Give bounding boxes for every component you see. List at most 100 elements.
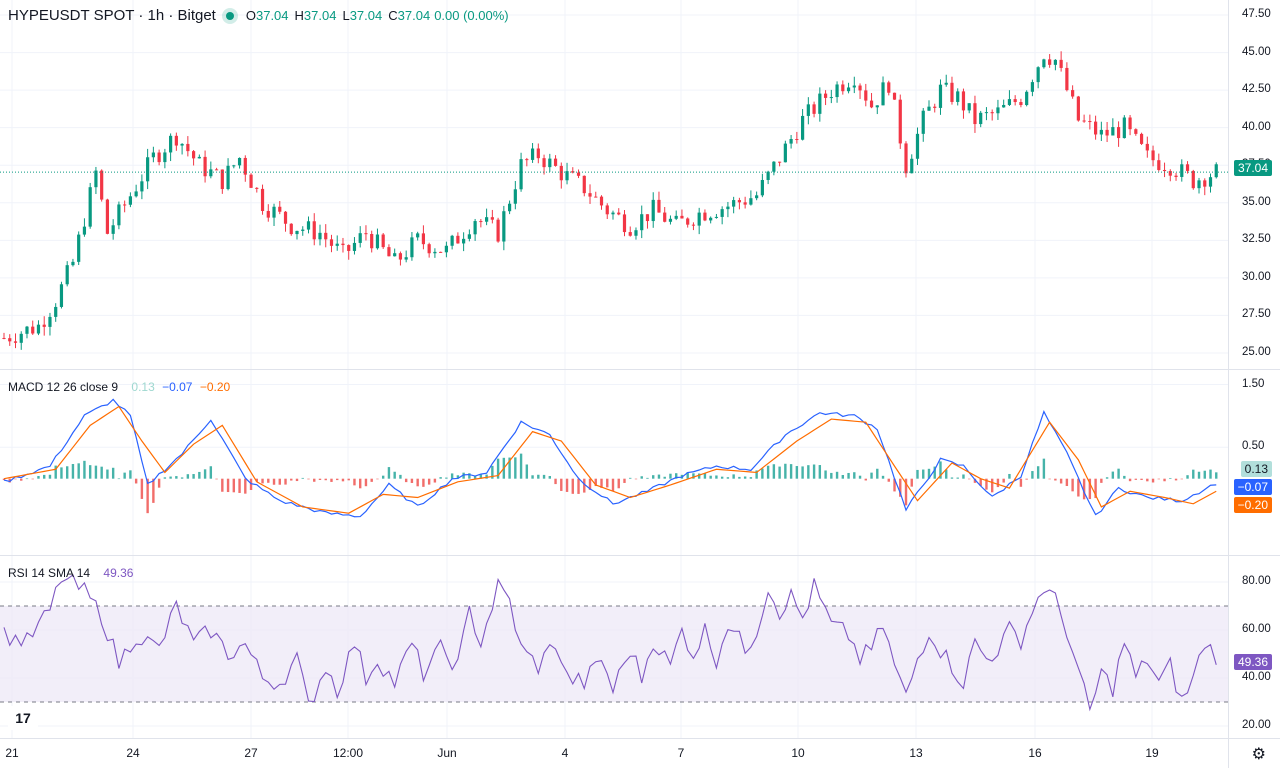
- macd-hist-bar: [1180, 478, 1183, 480]
- macd-hist-bar: [663, 476, 666, 479]
- rsi-value: 49.36: [103, 566, 134, 580]
- candle-body: [887, 82, 891, 93]
- macd-hist-bar: [990, 478, 994, 493]
- candle-body: [134, 191, 138, 197]
- macd-hist-bar: [674, 473, 678, 479]
- candle-body: [823, 93, 828, 98]
- macd-hist-bar: [916, 469, 919, 479]
- candle-body: [760, 179, 764, 196]
- macd-hist-bar: [697, 473, 701, 479]
- candle-body: [324, 232, 328, 240]
- macd-label[interactable]: MACD 12 26 close 9: [8, 380, 119, 394]
- open-label: O: [245, 8, 256, 23]
- candle-body: [697, 212, 701, 226]
- macd-hist-bar: [169, 476, 172, 479]
- macd-hist-bar: [71, 464, 75, 479]
- candle-body: [622, 214, 627, 233]
- candle-body: [278, 206, 282, 212]
- macd-hist-bar: [1036, 466, 1040, 479]
- rsi-band: [0, 605, 1228, 703]
- indicator-lines: [3, 398, 1217, 712]
- macd-hist-bar: [1088, 478, 1092, 500]
- macd-hist-bar: [1209, 469, 1212, 479]
- rsi-tag: 49.36: [1233, 654, 1272, 670]
- macd-hist-bar: [324, 478, 327, 481]
- candle-body: [226, 165, 230, 190]
- macd-hist-bar: [146, 478, 149, 514]
- macd-hist-bar: [847, 472, 850, 479]
- candle-body: [628, 232, 632, 236]
- macd-hist-bar: [244, 478, 247, 494]
- macd-hist-bar: [542, 474, 546, 479]
- macd-hist-bar: [295, 478, 299, 482]
- macd-hist-bar: [88, 465, 92, 479]
- macd-signal-value: −0.20: [199, 380, 231, 394]
- macd-legend[interactable]: MACD 12 26 close 9 0.13 −0.07 −0.20: [8, 380, 234, 394]
- macd-hist-bar: [606, 478, 609, 488]
- macd-hist-bar: [25, 478, 29, 480]
- candle-body: [255, 187, 259, 189]
- candle-body: [13, 341, 18, 343]
- macd-hist-bar: [359, 478, 362, 489]
- macd-hist-bar: [795, 466, 799, 479]
- candle-body: [36, 324, 41, 334]
- macd-hist-bar: [129, 470, 132, 479]
- candle-body: [54, 306, 58, 317]
- settings-gear-icon[interactable]: ⚙: [1251, 746, 1266, 763]
- macd-hist-bar: [801, 466, 804, 479]
- macd-hist-bar: [669, 473, 672, 479]
- macd-hist-bar: [111, 467, 115, 479]
- macd-hist-bar: [1077, 478, 1080, 497]
- macd-hist-bar: [1111, 471, 1115, 479]
- macd-tick-label: 0.50: [1242, 440, 1265, 453]
- macd-hist-bar: [313, 478, 316, 482]
- macd-hist-bar: [473, 475, 477, 479]
- macd-hist-bar: [1157, 478, 1161, 480]
- candle-body: [364, 233, 368, 235]
- rsi-legend[interactable]: RSI 14 SMA 14 49.36: [8, 566, 137, 580]
- candle-body: [375, 234, 380, 249]
- macd-hist-bar: [1146, 478, 1149, 482]
- candle-body: [938, 84, 943, 108]
- macd-hist-bar: [353, 478, 356, 486]
- candle-body: [174, 135, 178, 146]
- macd-hist-bar: [962, 474, 965, 479]
- price-tick-label: 47.50: [1242, 8, 1271, 21]
- candle-body: [352, 242, 357, 251]
- time-tick-label: 24: [126, 746, 140, 760]
- symbol-title[interactable]: HYPEUSDT SPOT · 1h · Bitget: [8, 7, 216, 24]
- open-value: 37.04: [255, 8, 289, 23]
- macd-hist-bar: [933, 466, 936, 479]
- tradingview-logo-icon[interactable]: 17: [8, 706, 38, 730]
- rsi-label[interactable]: RSI 14 SMA 14: [8, 566, 91, 580]
- candle-body: [59, 284, 64, 307]
- candle-body: [1174, 175, 1178, 177]
- macd-hist-bar: [985, 478, 988, 490]
- candle-body: [169, 135, 173, 153]
- rsi-tick-label: 60.00: [1242, 623, 1271, 635]
- candle-body: [979, 112, 983, 125]
- candle-body: [973, 103, 977, 125]
- candle-body: [410, 237, 414, 258]
- candle-body: [128, 196, 132, 205]
- macd-hist-bar: [261, 478, 264, 484]
- macd-hist-bar: [646, 477, 649, 479]
- macd-histogram: [2, 453, 1218, 514]
- candle-body: [82, 226, 87, 235]
- macd-hist-bar: [1054, 478, 1057, 481]
- candle-body: [617, 212, 621, 215]
- macd-hist-bar: [60, 467, 63, 479]
- macd-hist-bar: [692, 473, 695, 479]
- low-label: L: [342, 8, 350, 23]
- macd-hist-bar: [1151, 478, 1155, 483]
- candle-body: [990, 112, 994, 114]
- symbol-legend[interactable]: HYPEUSDT SPOT · 1h · Bitget O 37.04 H 37.0…: [8, 7, 509, 24]
- candle-body: [536, 148, 540, 159]
- candle-body: [1002, 104, 1006, 108]
- macd-hist-bar: [175, 476, 178, 479]
- candle-body: [100, 170, 104, 200]
- candle-body: [289, 223, 293, 235]
- candle-body: [599, 196, 604, 206]
